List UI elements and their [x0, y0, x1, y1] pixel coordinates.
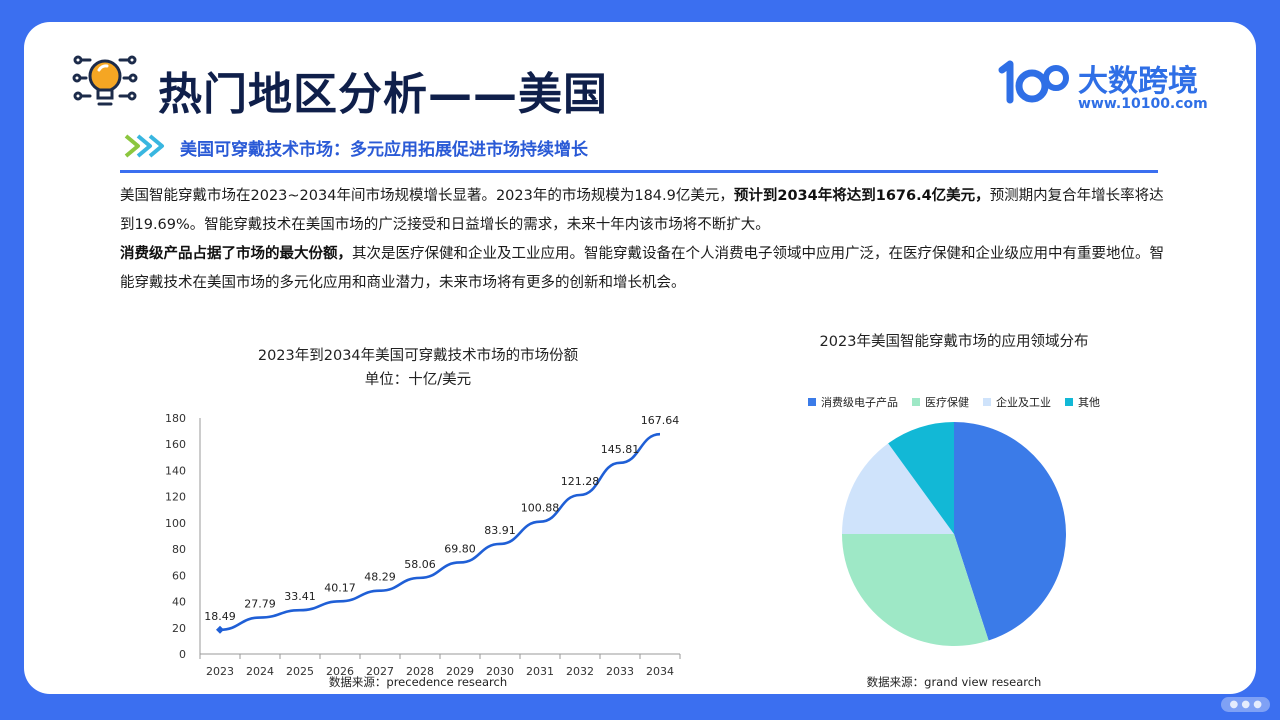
pie-slice — [842, 534, 989, 646]
chart-source: 数据来源：grand view research — [866, 675, 1042, 689]
y-tick-label: 100 — [165, 517, 186, 530]
y-tick-label: 120 — [165, 491, 186, 504]
paragraph-applications: 消费级产品占据了市场的最大份额，其次是医疗保健和企业及工业应用。智能穿戴设备在个… — [120, 240, 1170, 298]
x-tick-label: 2023 — [206, 665, 234, 678]
data-label: 33.41 — [284, 590, 316, 603]
chart-source: 数据来源：precedence research — [328, 675, 508, 689]
data-label: 121.28 — [561, 475, 600, 488]
x-tick-label: 2032 — [566, 665, 594, 678]
chart-subtitle: 单位：十亿/美元 — [364, 372, 472, 388]
brand-name: 大数跨境 — [1078, 64, 1198, 99]
pie-chart: 2023年美国智能穿戴市场的应用领域分布 消费级电子产品 医疗保健 企业及工业 其他 … — [754, 322, 1154, 694]
pie-slice — [842, 443, 954, 534]
section-subtitle: 美国可穿戴技术市场：多元应用拓展促进市场持续增长 — [180, 140, 588, 160]
x-tick-label: 2027 — [366, 665, 394, 678]
chart-title: 2023年美国智能穿戴市场的应用领域分布 — [819, 334, 1089, 350]
legend-item: 消费级电子产品 — [808, 394, 898, 410]
data-point — [216, 625, 224, 634]
x-tick-label: 2030 — [486, 665, 514, 678]
x-tick-label: 2028 — [406, 665, 434, 678]
y-tick-label: 20 — [172, 622, 186, 635]
legend-item: 企业及工业 — [983, 394, 1051, 410]
pie-chart-plot — [842, 422, 1066, 646]
data-label: 69.80 — [444, 542, 476, 555]
lightbulb-icon — [72, 55, 138, 106]
paragraph-text: 其次是医疗保健和企业及工业应用。智能穿戴设备在个人消费电子领域中应用广泛，在医疗… — [120, 246, 1164, 291]
legend-swatch — [1065, 398, 1073, 406]
y-tick-label: 80 — [172, 543, 186, 556]
pie-slice — [954, 422, 1066, 641]
x-tick-label: 2026 — [326, 665, 354, 678]
legend-label: 企业及工业 — [996, 396, 1051, 409]
data-label: 83.91 — [484, 524, 516, 537]
line-chart: 2023年到2034年美国可穿戴技术市场的市场份额 单位：十亿/美元 0 20 40… — [148, 340, 688, 694]
x-tick-label: 2025 — [286, 665, 314, 678]
brand-logo: 大数跨境 www.10100.com — [996, 56, 1216, 116]
legend-swatch — [808, 398, 816, 406]
x-tick-label: 2029 — [446, 665, 474, 678]
data-label: 18.49 — [204, 610, 236, 623]
x-tick-label: 2031 — [526, 665, 554, 678]
paragraph-highlight: 预计到2034年将达到1676.4亿美元， — [733, 188, 990, 204]
data-label: 48.29 — [364, 571, 396, 584]
chart-title: 2023年到2034年美国可穿戴技术市场的市场份额 — [257, 348, 579, 364]
y-tick-label: 60 — [172, 569, 186, 582]
x-tick-label: 2034 — [646, 665, 674, 678]
brand-url: www.10100.com — [1078, 96, 1208, 112]
legend-label: 消费级电子产品 — [821, 396, 898, 409]
data-label: 145.81 — [601, 443, 640, 456]
double-chevron-icon — [124, 134, 164, 158]
data-label: 58.06 — [404, 558, 436, 571]
x-tick-label: 2024 — [246, 665, 274, 678]
data-label: 167.64 — [641, 414, 680, 427]
page-title: 热门地区分析——美国 — [158, 69, 608, 120]
paragraph-text: 美国智能穿戴市场在2023~2034年间市场规模增长显著。2023年的市场规模为… — [120, 188, 734, 204]
legend-item: 医疗保健 — [912, 394, 969, 410]
y-tick-label: 140 — [165, 464, 186, 477]
y-tick-label: 160 — [165, 438, 186, 451]
brand-logo-icon — [998, 60, 1069, 104]
data-label: 100.88 — [521, 502, 560, 515]
paragraph-highlight: 消费级产品占据了市场的最大份额， — [120, 246, 352, 262]
x-tick-label: 2033 — [606, 665, 634, 678]
section-divider — [120, 170, 1158, 173]
y-tick-label: 40 — [172, 596, 186, 609]
line-chart-plot: 0 20 40 60 80 100 120 140 160 180 2023 2024 2025 2026… — [165, 412, 681, 678]
legend-label: 医疗保健 — [925, 396, 969, 409]
slide-card: 热门地区分析——美国 大数跨境 www.10100.com 美国可穿戴技术市场：… — [24, 22, 1256, 694]
pie-slice — [888, 422, 954, 534]
legend-swatch — [983, 398, 991, 406]
watermark: ● ● ● — [1221, 697, 1270, 712]
paragraph-market-size: 美国智能穿戴市场在2023~2034年间市场规模增长显著。2023年的市场规模为… — [120, 182, 1170, 240]
y-tick-label: 180 — [165, 412, 186, 425]
legend-label: 其他 — [1078, 396, 1100, 409]
data-label: 40.17 — [324, 581, 356, 594]
chart-legend: 消费级电子产品 医疗保健 企业及工业 其他 — [754, 394, 1154, 410]
legend-swatch — [912, 398, 920, 406]
y-tick-label: 0 — [179, 648, 186, 661]
paragraph-text: 预测期内复合年增长率将达到19.69%。智能穿戴技术在美国市场的广泛接受和日益增… — [120, 188, 1164, 233]
data-label: 27.79 — [244, 598, 276, 611]
legend-item: 其他 — [1065, 394, 1100, 410]
series-line — [219, 432, 661, 632]
